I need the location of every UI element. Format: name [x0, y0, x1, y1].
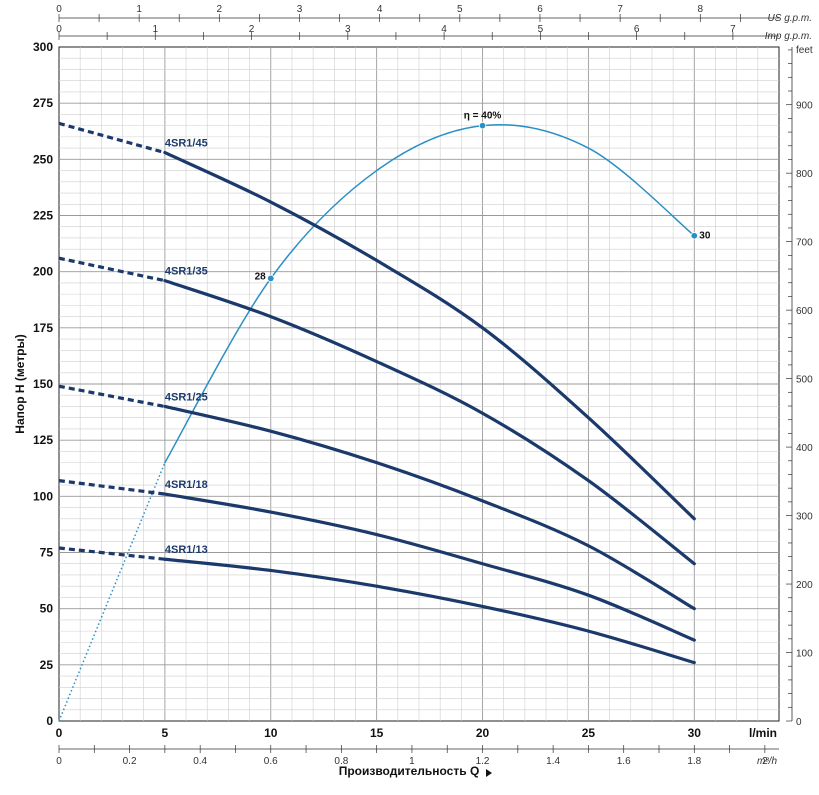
m3h-tick-label: 0 — [56, 756, 62, 767]
axes: 0255075100125150175200225250275300Напор … — [13, 4, 813, 778]
y-axis-label: Напор H (метры) — [13, 334, 27, 433]
m3h-tick-label: 1.4 — [546, 756, 560, 767]
series-4sr1-45-curve — [163, 150, 696, 521]
efficiency-marker-label: 30 — [699, 231, 711, 242]
y-tick-label: 200 — [33, 265, 53, 279]
y-tick-label: 300 — [33, 40, 53, 54]
feet-tick-label: 600 — [796, 306, 813, 317]
y-tick-label: 175 — [33, 321, 53, 335]
imp-gpm-tick-label: 0 — [56, 24, 62, 35]
efficiency-marker — [267, 274, 275, 283]
x-tick-label: 30 — [688, 726, 702, 740]
us-gpm-tick-label: 4 — [377, 4, 383, 15]
us-gpm-tick-label: 0 — [56, 4, 62, 15]
us-gpm-tick-label: 7 — [617, 4, 623, 15]
x-tick-label: 25 — [582, 726, 596, 740]
feet-unit-label: feet — [796, 45, 813, 56]
imp-gpm-tick-label: 2 — [249, 24, 255, 35]
feet-tick-label: 500 — [796, 375, 813, 386]
series-4sr1-25-dashed-segment — [58, 384, 166, 409]
feet-tick-label: 400 — [796, 443, 813, 454]
feet-tick-label: 0 — [796, 717, 802, 728]
us-gpm-tick-label: 8 — [698, 4, 704, 15]
y-tick-label: 25 — [40, 658, 54, 672]
series-4sr1-45-dashed-segment — [58, 121, 166, 155]
x-tick-label: 15 — [370, 726, 384, 740]
imp-gpm-tick-label: 1 — [152, 24, 158, 35]
us-gpm-tick-label: 6 — [537, 4, 543, 15]
x-tick-label: 0 — [56, 726, 63, 740]
series-4sr1-18-curve — [163, 492, 696, 642]
feet-tick-label: 700 — [796, 238, 813, 249]
x-tick-label: 10 — [264, 726, 278, 740]
y-tick-label: 0 — [46, 714, 53, 728]
x-axis-arrow-icon — [486, 769, 492, 777]
efficiency-marker — [690, 232, 698, 240]
feet-tick-label: 900 — [796, 101, 813, 112]
x-tick-label: 5 — [162, 726, 169, 740]
feet-tick-label: 300 — [796, 512, 813, 523]
feet-tick-label: 800 — [796, 169, 813, 180]
m3h-tick-label: 0.2 — [123, 756, 137, 767]
us-gpm-tick-label: 2 — [217, 4, 223, 15]
feet-tick-label: 200 — [796, 580, 813, 591]
series-4sr1-18-label: 4SR1/18 — [165, 479, 208, 491]
labels-layer: 28 η = 40% 30 4SR1/45 4SR1/35 4SR1/25 4SR1/18 4… — [165, 111, 711, 557]
us-gpm-tick-label: 5 — [457, 4, 463, 15]
imp-gpm-tick-label: 6 — [634, 24, 640, 35]
efficiency-marker — [478, 121, 487, 130]
y-tick-label: 125 — [33, 433, 53, 447]
m3h-tick-label: 0.8 — [334, 756, 348, 767]
series-4sr1-13-dashed-segment — [58, 546, 166, 561]
series-4sr1-35-label: 4SR1/35 — [165, 266, 208, 278]
imp-gpm-tick-label: 3 — [345, 24, 351, 35]
y-tick-label: 50 — [40, 602, 54, 616]
imp-gpm-unit-label: Imp g.p.m. — [765, 31, 812, 42]
series-4sr1-45-label: 4SR1/45 — [165, 138, 208, 150]
series-4sr1-13-curve — [163, 557, 696, 665]
y-tick-label: 275 — [33, 96, 53, 110]
x-tick-label: 20 — [476, 726, 490, 740]
series-4sr1-25-label: 4SR1/25 — [165, 391, 208, 403]
y-tick-label: 225 — [33, 209, 53, 223]
series-layer — [58, 121, 698, 722]
y-tick-label: 100 — [33, 489, 53, 503]
us-gpm-unit-label: US g.p.m. — [768, 13, 812, 24]
y-tick-label: 75 — [40, 546, 54, 560]
m3h-tick-label: 1.2 — [476, 756, 490, 767]
feet-tick-label: 100 — [796, 649, 813, 660]
series-4sr1-18-dashed-segment — [58, 479, 166, 496]
us-gpm-tick-label: 3 — [297, 4, 303, 15]
m3h-unit-label: m³/h — [757, 756, 777, 767]
y-tick-label: 150 — [33, 377, 53, 391]
series-4sr1-25-curve — [163, 404, 696, 611]
efficiency-curve — [164, 123, 696, 464]
y-tick-label: 250 — [33, 152, 53, 166]
m3h-tick-label: 1 — [409, 756, 415, 767]
series-4sr1-13-label: 4SR1/13 — [165, 544, 208, 556]
us-gpm-tick-label: 1 — [136, 4, 142, 15]
m3h-tick-label: 1.8 — [687, 756, 701, 767]
imp-gpm-tick-label: 5 — [538, 24, 544, 35]
series-4sr1-35-dashed-segment — [58, 256, 166, 283]
imp-gpm-tick-label: 4 — [441, 24, 447, 35]
imp-gpm-tick-label: 7 — [730, 24, 736, 35]
m3h-tick-label: 1.6 — [617, 756, 631, 767]
efficiency-dashed-segment — [58, 462, 166, 722]
efficiency-marker-label: 28 — [255, 271, 267, 282]
m3h-tick-label: 2 — [762, 756, 768, 767]
m3h-tick-label: 0.6 — [264, 756, 278, 767]
series-4sr1-35-curve — [163, 279, 696, 566]
x-unit-label: l/min — [749, 726, 777, 740]
x-axis-label: Производительность Q — [339, 764, 480, 778]
m3h-tick-label: 0.4 — [193, 756, 207, 767]
efficiency-marker-label: η = 40% — [464, 111, 502, 122]
